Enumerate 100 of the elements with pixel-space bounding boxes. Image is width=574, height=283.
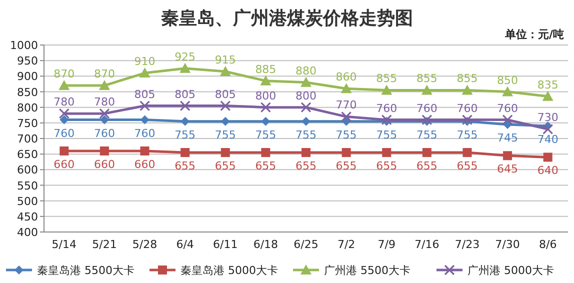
data-label: 780 (94, 96, 115, 109)
data-label: 755 (456, 128, 478, 142)
x-tick-label: 5/28 (132, 238, 158, 251)
data-label: 860 (336, 70, 357, 84)
y-tick-label: 900 (17, 70, 38, 84)
chart-title: 秦皇岛、广州港煤炭价格走势图 (161, 8, 413, 29)
point (261, 148, 270, 158)
data-label: 780 (54, 96, 75, 109)
data-label: 640 (537, 164, 558, 178)
point (300, 102, 312, 113)
data-label: 855 (456, 72, 478, 86)
y-tick-label: 800 (17, 101, 38, 114)
data-label: 655 (376, 160, 398, 173)
data-label: 745 (497, 131, 518, 144)
data-label: 755 (214, 128, 236, 142)
point (180, 100, 190, 112)
data-label: 645 (497, 162, 518, 176)
data-label: 740 (537, 133, 558, 146)
data-label: 655 (456, 160, 478, 173)
y-tick-label: 650 (17, 148, 38, 162)
point (502, 86, 514, 96)
data-label: 760 (497, 102, 518, 115)
data-label: 660 (134, 158, 156, 171)
point (300, 76, 312, 87)
data-label: 760 (54, 126, 75, 140)
y-tick-label: 950 (17, 54, 38, 68)
data-label: 655 (174, 160, 196, 173)
data-label: 800 (296, 89, 316, 102)
data-label: 755 (174, 128, 196, 142)
point (60, 146, 69, 156)
point (302, 116, 310, 126)
data-label: 760 (94, 126, 115, 140)
point (261, 116, 270, 126)
data-label: 760 (134, 126, 156, 140)
data-label: 870 (54, 68, 75, 81)
data-label: 660 (54, 158, 75, 171)
point (58, 108, 70, 119)
y-tick-label: 700 (17, 132, 38, 146)
point (260, 102, 271, 113)
x-tick-label: 7/2 (337, 238, 356, 251)
y-tick-label: 850 (17, 86, 38, 99)
data-label: 755 (255, 128, 276, 142)
x-tick-label: 7/16 (414, 238, 440, 251)
legend-label: 广州港 5000大卡 (468, 264, 554, 277)
y-tick-label: 500 (17, 194, 38, 208)
point (139, 68, 150, 78)
point (381, 84, 392, 95)
data-label: 880 (296, 64, 316, 78)
data-label: 850 (497, 74, 518, 87)
data-label: 655 (214, 160, 236, 173)
data-label: 655 (255, 160, 276, 173)
data-label: 885 (255, 62, 276, 76)
y-tick-label: 750 (17, 116, 38, 130)
data-label: 760 (416, 102, 438, 115)
x-tick-label: 5/21 (92, 238, 117, 251)
data-label: 655 (416, 160, 438, 173)
point (341, 111, 352, 122)
point (98, 80, 110, 90)
data-label: 925 (174, 50, 196, 64)
y-tick-label: 400 (17, 226, 38, 239)
x-tick-label: 6/4 (176, 238, 194, 251)
data-label: 755 (376, 128, 398, 142)
x-tick-label: 6/18 (253, 238, 278, 251)
x-tick-label: 7/23 (454, 238, 480, 251)
point (220, 66, 231, 76)
point (140, 146, 150, 156)
point (543, 152, 552, 162)
y-tick-label: 550 (17, 179, 38, 192)
point (502, 114, 513, 126)
point (220, 116, 230, 126)
data-label: 760 (376, 102, 398, 115)
data-label: 855 (416, 72, 438, 86)
data-label: 855 (376, 72, 398, 86)
point (220, 100, 231, 112)
data-label: 770 (336, 98, 357, 112)
point (220, 148, 230, 158)
data-label: 760 (456, 102, 478, 115)
point (462, 84, 473, 95)
x-tick-label: 7/9 (378, 238, 396, 251)
data-label: 915 (214, 53, 236, 66)
y-tick-label: 450 (17, 210, 38, 224)
data-label: 870 (94, 68, 115, 81)
data-label: 835 (537, 78, 558, 92)
data-label: 805 (214, 88, 236, 101)
y-tick-label: 1000 (10, 39, 38, 52)
point (180, 62, 191, 73)
point (542, 90, 554, 101)
point (260, 75, 272, 86)
text: 单位：元/吨 (504, 28, 564, 41)
data-label: 755 (336, 128, 357, 142)
point (100, 146, 109, 156)
data-label: 805 (174, 88, 196, 101)
data-label: 730 (537, 111, 558, 124)
point (422, 148, 432, 158)
x-tick-label: 8/6 (538, 238, 557, 251)
x-tick-label: 5/14 (52, 238, 77, 251)
point (462, 148, 472, 158)
legend-label: 秦皇岛港 5000大卡 (180, 264, 278, 277)
point (139, 100, 150, 112)
x-tick-label: 6/11 (213, 238, 238, 251)
